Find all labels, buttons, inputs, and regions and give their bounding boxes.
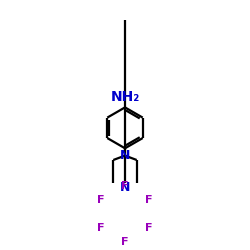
Text: F: F (121, 181, 129, 191)
Text: F: F (97, 223, 105, 233)
Text: F: F (97, 195, 105, 205)
Text: F: F (145, 195, 153, 205)
Text: NH₂: NH₂ (110, 90, 140, 104)
Text: N: N (120, 181, 130, 194)
Text: F: F (145, 223, 153, 233)
Text: N: N (120, 149, 130, 162)
Text: F: F (121, 237, 129, 247)
